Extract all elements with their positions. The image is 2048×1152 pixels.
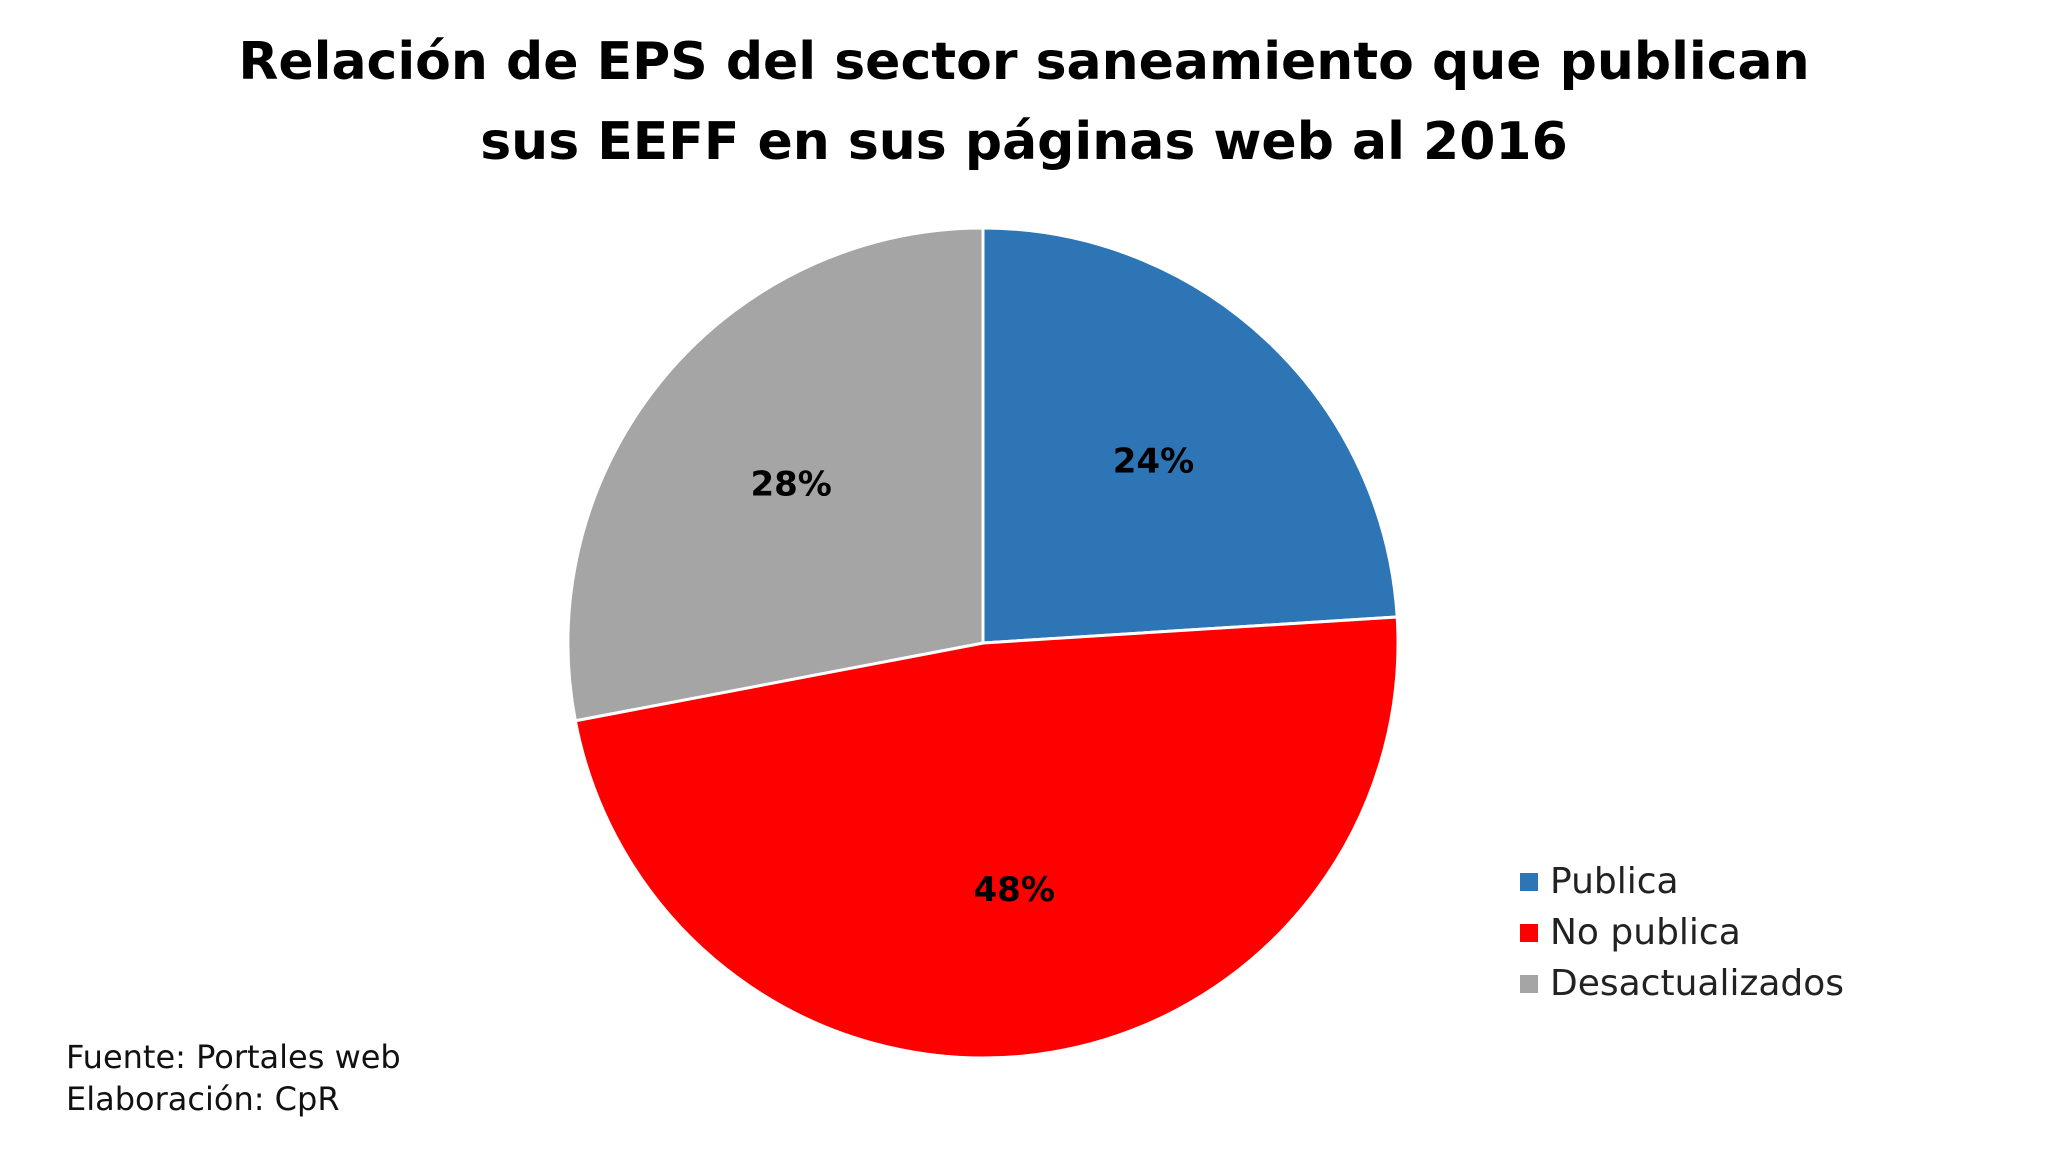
legend-item-no-publica[interactable]: No publica — [1520, 907, 1844, 958]
pie-slice-no-publica[interactable] — [573, 615, 1400, 1060]
data-label-publica: 24% — [1113, 441, 1194, 481]
legend-label-publica: Publica — [1550, 861, 1679, 902]
pie-slice-publica[interactable] — [981, 226, 1399, 645]
legend: Publica No publica Desactualizados — [1520, 856, 1844, 1009]
legend-swatch-desactualizados — [1520, 974, 1538, 993]
data-label-desactualizados: 28% — [750, 464, 831, 504]
chart-title: Relación de EPS del sector saneamiento q… — [0, 22, 2048, 182]
legend-item-desactualizados[interactable]: Desactualizados — [1520, 958, 1844, 1009]
pie-slice-desactualizados[interactable] — [566, 226, 985, 723]
legend-label-desactualizados: Desactualizados — [1550, 963, 1845, 1004]
pie-slices — [566, 226, 1400, 1060]
pie-data-labels: 24% 48% 28% — [750, 441, 1194, 910]
legend-swatch-publica — [1520, 872, 1538, 891]
legend-swatch-no-publica — [1520, 923, 1538, 942]
chart-title-line-2: sus EEFF en sus páginas web al 2016 — [480, 112, 1568, 172]
source-note: Fuente: Portales web — [66, 1038, 401, 1076]
data-label-no-publica: 48% — [974, 870, 1055, 910]
chart-title-line-1: Relación de EPS del sector saneamiento q… — [238, 32, 1810, 92]
footnote: Fuente: Portales web Elaboración: CpR — [66, 1036, 401, 1120]
author-note: Elaboración: CpR — [66, 1080, 340, 1118]
legend-item-publica[interactable]: Publica — [1520, 856, 1844, 907]
legend-label-no-publica: No publica — [1550, 912, 1741, 953]
